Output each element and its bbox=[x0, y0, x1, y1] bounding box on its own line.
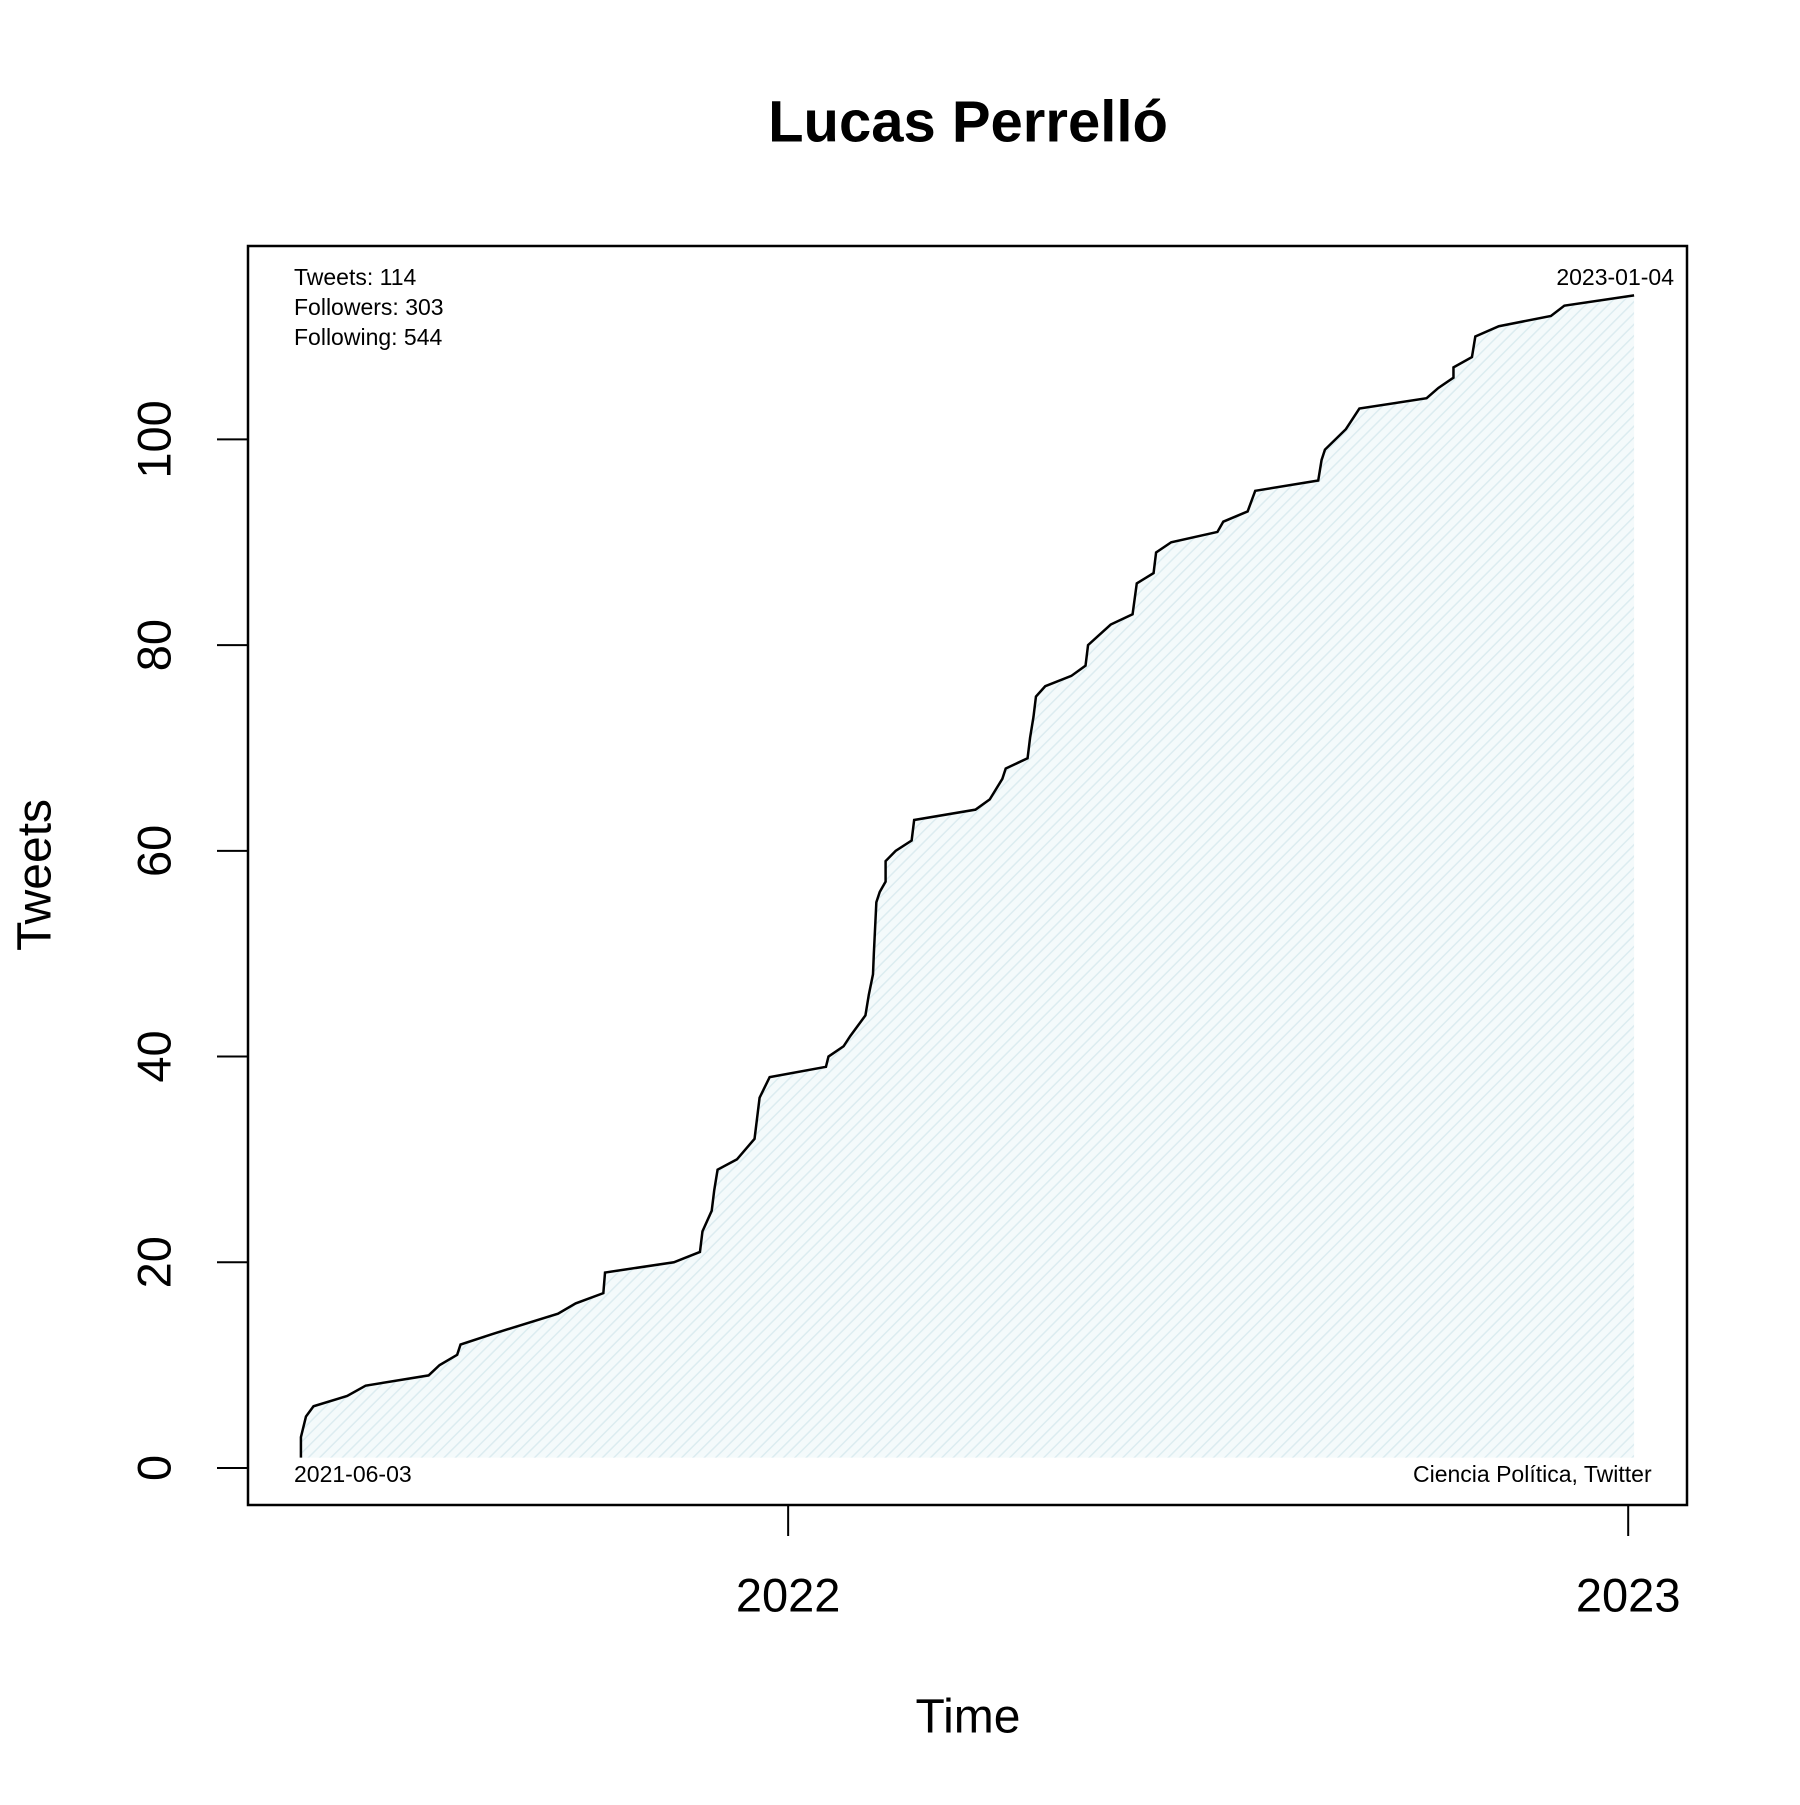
x-axis-title: Time bbox=[916, 1691, 1021, 1744]
annotation: 2023-01-04 bbox=[1556, 264, 1674, 290]
line bbox=[299, 294, 1635, 1458]
annotation: Tweets: 114 bbox=[294, 264, 417, 290]
annotation: Followers: 303 bbox=[294, 294, 444, 320]
annotation: Ciencia Política, Twitter bbox=[1413, 1461, 1652, 1487]
area-fill bbox=[300, 295, 1635, 1458]
y-tick-label: 60 bbox=[127, 825, 180, 877]
chart-title: Lucas Perrelló bbox=[768, 89, 1168, 154]
y-tick-label: 100 bbox=[127, 400, 180, 478]
x-tick-label: 2022 bbox=[736, 1568, 841, 1621]
y-axis-title: Tweets bbox=[9, 799, 62, 951]
y-tick-label: 40 bbox=[127, 1030, 180, 1082]
y-tick-label: 20 bbox=[127, 1236, 180, 1288]
y-tick-label: 80 bbox=[127, 619, 180, 671]
x-tick-label: 2023 bbox=[1576, 1568, 1681, 1621]
annotation: Following: 544 bbox=[294, 324, 443, 350]
y-tick-label: 0 bbox=[127, 1455, 180, 1481]
plot-frame bbox=[246, 244, 1689, 1507]
annotation: 2021-06-03 bbox=[294, 1461, 412, 1487]
